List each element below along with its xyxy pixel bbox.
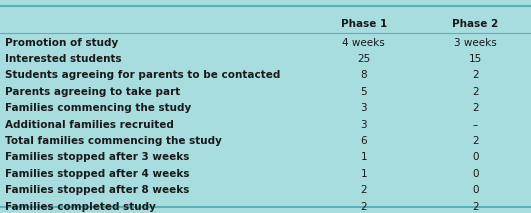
- Text: 2: 2: [361, 185, 367, 195]
- Text: Phase 1: Phase 1: [340, 19, 387, 29]
- Text: Families stopped after 4 weeks: Families stopped after 4 weeks: [5, 169, 190, 179]
- Text: 1: 1: [361, 153, 367, 162]
- Text: Total families commencing the study: Total families commencing the study: [5, 136, 222, 146]
- Text: 2: 2: [472, 136, 478, 146]
- Text: Families completed study: Families completed study: [5, 202, 156, 212]
- Text: Parents agreeing to take part: Parents agreeing to take part: [5, 87, 181, 97]
- Text: 2: 2: [472, 87, 478, 97]
- Text: Additional families recruited: Additional families recruited: [5, 120, 174, 130]
- Text: 0: 0: [472, 169, 478, 179]
- Text: 3: 3: [361, 120, 367, 130]
- Text: Promotion of study: Promotion of study: [5, 38, 118, 47]
- Text: 0: 0: [472, 153, 478, 162]
- Text: Phase 2: Phase 2: [452, 19, 499, 29]
- Text: 1: 1: [361, 169, 367, 179]
- Text: Families stopped after 3 weeks: Families stopped after 3 weeks: [5, 153, 190, 162]
- Text: –: –: [473, 120, 478, 130]
- Text: 0: 0: [472, 185, 478, 195]
- Text: 8: 8: [361, 71, 367, 80]
- Text: 4 weeks: 4 weeks: [342, 38, 385, 47]
- Text: 2: 2: [472, 103, 478, 113]
- Text: 15: 15: [469, 54, 482, 64]
- Text: Interested students: Interested students: [5, 54, 122, 64]
- Text: Students agreeing for parents to be contacted: Students agreeing for parents to be cont…: [5, 71, 281, 80]
- Text: 3: 3: [361, 103, 367, 113]
- Text: 2: 2: [361, 202, 367, 212]
- Text: 5: 5: [361, 87, 367, 97]
- Text: 6: 6: [361, 136, 367, 146]
- Text: 3 weeks: 3 weeks: [454, 38, 496, 47]
- Text: 2: 2: [472, 71, 478, 80]
- Text: 2: 2: [472, 202, 478, 212]
- Text: 25: 25: [357, 54, 370, 64]
- Text: Families commencing the study: Families commencing the study: [5, 103, 192, 113]
- Text: Families stopped after 8 weeks: Families stopped after 8 weeks: [5, 185, 190, 195]
